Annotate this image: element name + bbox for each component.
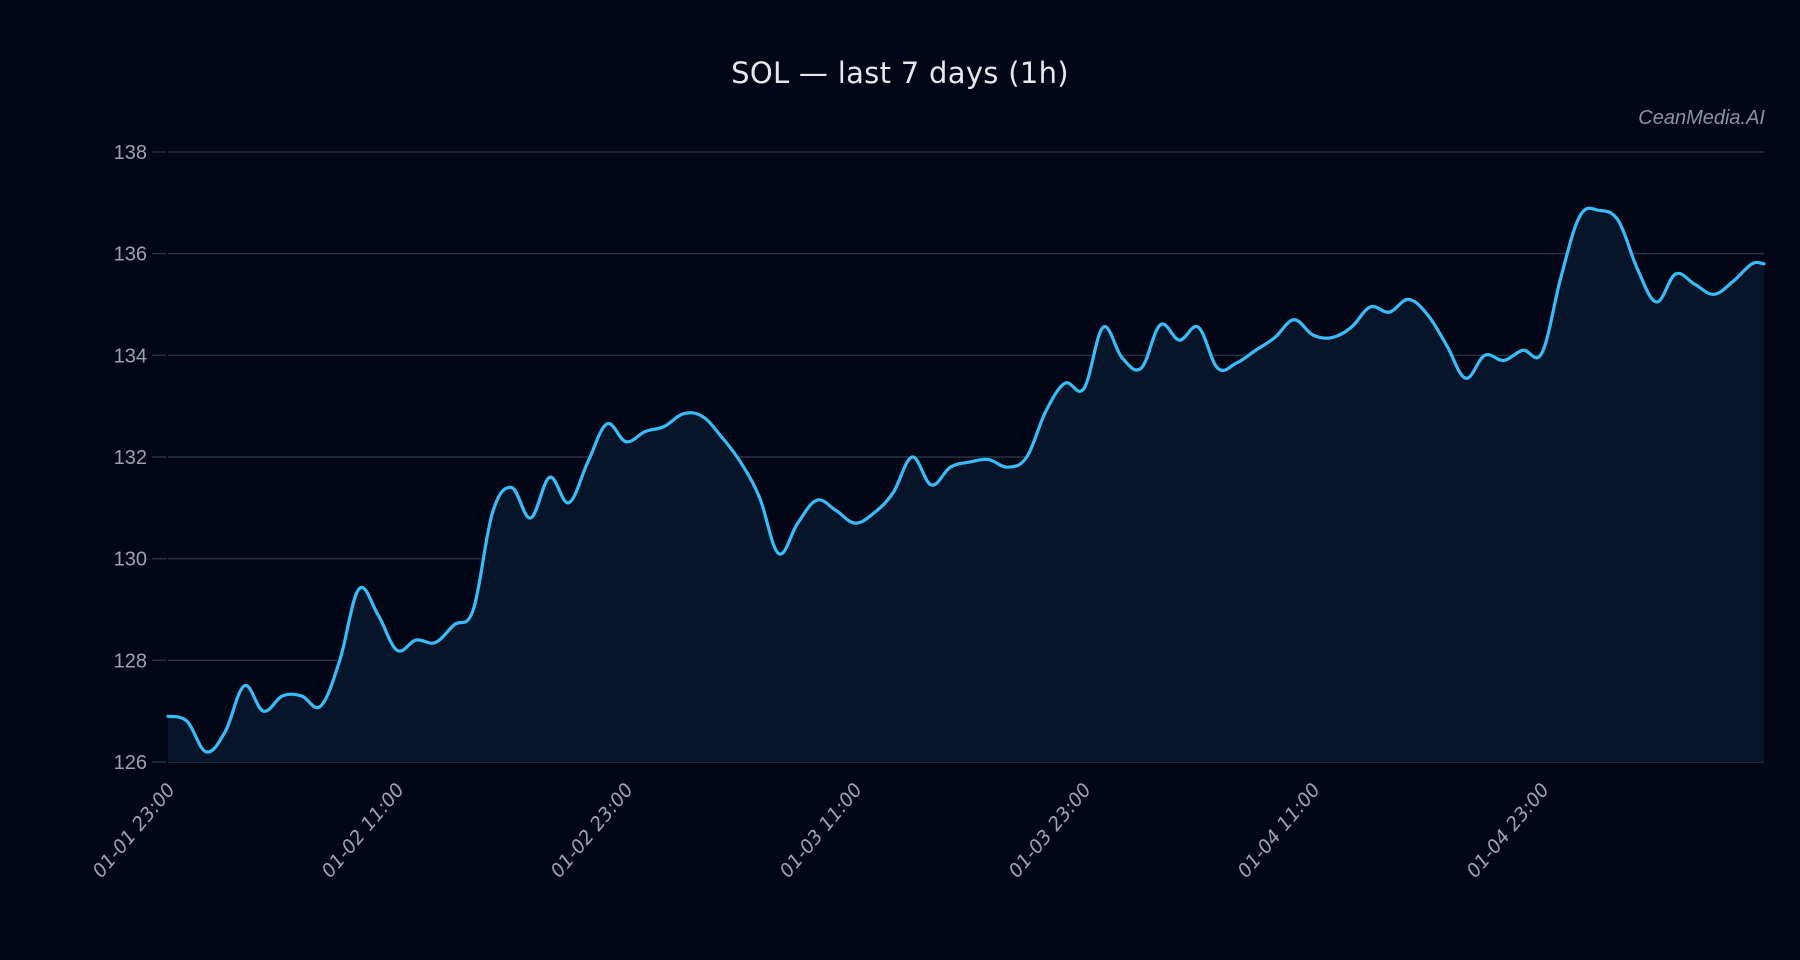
y-tick-label: 130 — [114, 549, 147, 571]
price-line — [166, 206, 1766, 754]
y-tick-label: 134 — [114, 345, 147, 367]
x-axis-labels: 01-01 23:00 01-02 11:00 01-02 23:00 01-03 1… — [88, 779, 1553, 882]
y-tick-label: 136 — [114, 244, 147, 266]
x-tick-label: 01-02 11:00 — [317, 779, 408, 882]
y-axis-labels: 126 128 130 132 134 136 138 — [114, 142, 147, 774]
x-tick-label: 01-02 23:00 — [546, 779, 637, 882]
y-tick-label: 132 — [114, 447, 147, 469]
x-tick-label: 01-03 11:00 — [775, 779, 866, 882]
x-tick-label: 01-01 23:00 — [88, 779, 179, 882]
x-tick-label: 01-04 23:00 — [1462, 779, 1553, 882]
watermark: CeanMedia.AI — [1638, 107, 1765, 129]
y-tick-label: 126 — [114, 752, 147, 774]
x-tick-label: 01-03 23:00 — [1004, 779, 1095, 882]
y-tick-label: 128 — [114, 650, 147, 672]
area-fill — [168, 208, 1764, 762]
y-tick-label: 138 — [114, 142, 147, 164]
x-tick-label: 01-04 11:00 — [1233, 779, 1324, 882]
chart-title: SOL — last 7 days (1h) — [731, 56, 1069, 90]
